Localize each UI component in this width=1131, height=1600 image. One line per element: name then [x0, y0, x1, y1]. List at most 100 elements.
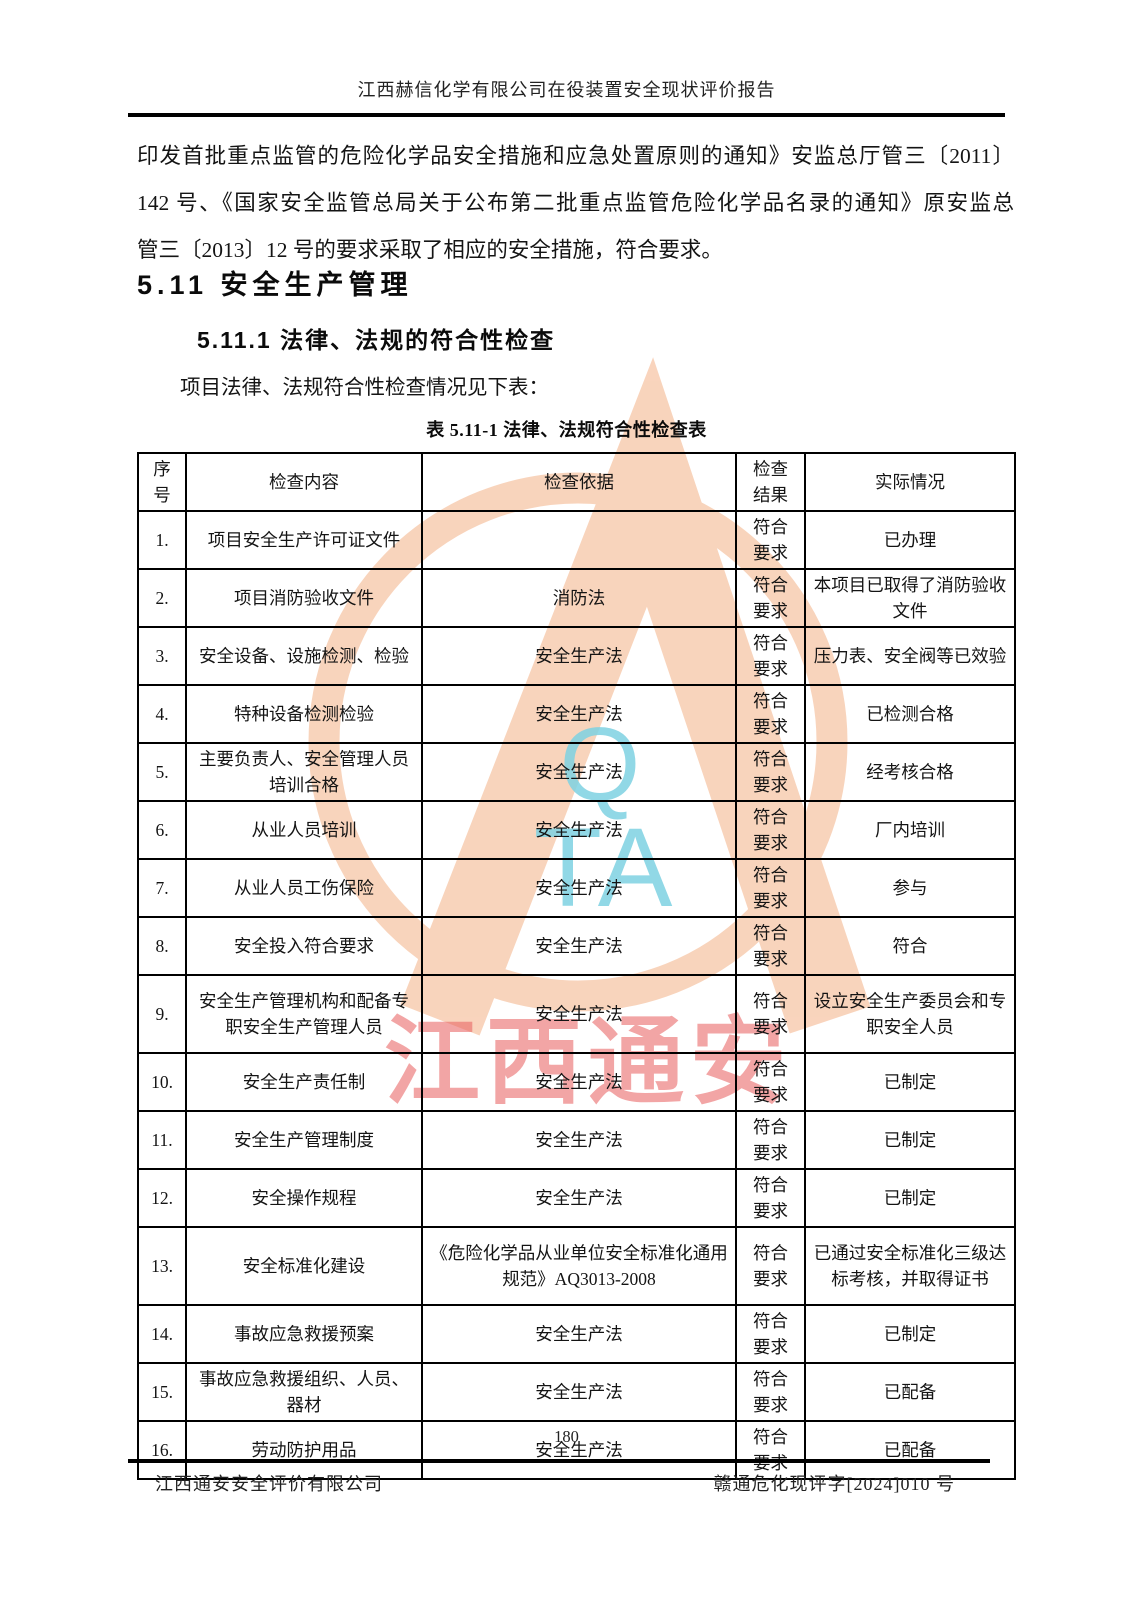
- table-caption: 表 5.11-1 法律、法规符合性检查表: [426, 420, 707, 440]
- row-number-cell: 13.: [137, 1226, 187, 1306]
- footer-rule: [128, 1459, 990, 1463]
- row-number-cell: 5.: [137, 742, 187, 802]
- table-row: 2. 项目消防验收文件 消防法 符合 要求 本项目已取得了消防验收文件: [137, 568, 1016, 628]
- check-content-cell: 安全投入符合要求: [185, 916, 423, 976]
- table-row: 13. 安全标准化建设 《危险化学品从业单位安全标准化通用规范》AQ3013-200…: [137, 1226, 1016, 1306]
- page-number: 180: [554, 1427, 579, 1446]
- compliance-check-table: 序 号检查内容 检查依据 检查 结果 实际情况 1. 项目安全生产许可证文件 符合 要求已…: [137, 452, 1016, 1480]
- actual-situation-cell: 已办理: [804, 510, 1016, 570]
- row-number-cell: 12.: [137, 1168, 187, 1228]
- check-result-cell: 符合 要求: [735, 626, 806, 686]
- check-content-cell: 安全设备、设施检测、检验: [185, 626, 423, 686]
- check-basis-cell: 安全生产法: [421, 1362, 737, 1422]
- check-result-cell: 符合 要求: [735, 1052, 806, 1112]
- check-basis-cell: 安全生产法: [421, 1110, 737, 1170]
- check-result-cell: 符合 要求: [735, 1304, 806, 1364]
- table-row: 12. 安全操作规程 安全生产法 符合 要求 已制定: [137, 1168, 1016, 1228]
- row-number-cell: 6.: [137, 800, 187, 860]
- table-row: 5. 主要负责人、安全管理人员培训合格 安全生产法 符合 要求 经考核合格: [137, 742, 1016, 802]
- row-number-cell: 11.: [137, 1110, 187, 1170]
- row-number-cell: 1.: [137, 510, 187, 570]
- check-basis-cell: 安全生产法: [421, 1420, 737, 1480]
- actual-situation-cell: 经考核合格: [804, 742, 1016, 802]
- check-result-cell: 符合 要求: [735, 510, 806, 570]
- table-row: 10. 安全生产责任制 安全生产法 符合 要求 已制定: [137, 1052, 1016, 1112]
- actual-situation-cell: 设立安全生产委员会和专职安全人员: [804, 974, 1016, 1054]
- column-header: 实际情况: [804, 452, 1016, 512]
- check-result-cell: 符合 要求: [735, 568, 806, 628]
- check-result-cell: 符合 要求: [735, 742, 806, 802]
- check-content-cell: 项目消防验收文件: [185, 568, 423, 628]
- row-number-cell: 16.: [137, 1420, 187, 1480]
- table-row: 11. 安全生产管理制度 安全生产法 符合 要求 已制定: [137, 1110, 1016, 1170]
- row-number-cell: 15.: [137, 1362, 187, 1422]
- row-number-cell: 3.: [137, 626, 187, 686]
- check-content-cell: 项目安全生产许可证文件: [185, 510, 423, 570]
- row-number-cell: 14.: [137, 1304, 187, 1364]
- check-content-cell: 安全生产责任制: [185, 1052, 423, 1112]
- footer-document-number: 赣通危化现评字[2024]010 号: [713, 1474, 955, 1494]
- check-content-cell: 事故应急救援组织、人员、器材: [185, 1362, 423, 1422]
- table-row: 7. 从业人员工伤保险 安全生产法 符合 要求 参与: [137, 858, 1016, 918]
- row-number-cell: 4.: [137, 684, 187, 744]
- check-basis-cell: 安全生产法: [421, 1168, 737, 1228]
- check-content-cell: 安全操作规程: [185, 1168, 423, 1228]
- table-body: 1. 项目安全生产许可证文件 符合 要求 已办理 2. 项目消防验收文件 消防法 符合 要求本…: [137, 510, 1016, 1480]
- table-row: 3. 安全设备、设施检测、检验 安全生产法 符合 要求 压力表、安全阀等已效验: [137, 626, 1016, 686]
- check-basis-cell: 安全生产法: [421, 800, 737, 860]
- table-row: 4. 特种设备检测检验 安全生产法 符合 要求 已检测合格: [137, 684, 1016, 744]
- check-result-cell: 符合 要求: [735, 1110, 806, 1170]
- table-row: 1. 项目安全生产许可证文件 符合 要求 已办理: [137, 510, 1016, 570]
- check-basis-cell: 消防法: [421, 568, 737, 628]
- check-content-cell: 主要负责人、安全管理人员培训合格: [185, 742, 423, 802]
- check-content-cell: 安全生产管理机构和配备专职安全生产管理人员: [185, 974, 423, 1054]
- column-header: 检查 结果: [735, 452, 806, 512]
- check-result-cell: 符合 要求: [735, 858, 806, 918]
- check-content-cell: 从业人员培训: [185, 800, 423, 860]
- table-row: 14. 事故应急救援预案 安全生产法 符合 要求 已制定: [137, 1304, 1016, 1364]
- actual-situation-cell: 已通过安全标准化三级达标考核，并取得证书: [804, 1226, 1016, 1306]
- actual-situation-cell: 参与: [804, 858, 1016, 918]
- section-heading: 5.11 安全生产管理: [137, 270, 413, 300]
- actual-situation-cell: 压力表、安全阀等已效验: [804, 626, 1016, 686]
- table-row: 8. 安全投入符合要求 安全生产法 符合 要求 符合: [137, 916, 1016, 976]
- actual-situation-cell: 已制定: [804, 1110, 1016, 1170]
- actual-situation-cell: 已检测合格: [804, 684, 1016, 744]
- actual-situation-cell: 已制定: [804, 1052, 1016, 1112]
- check-content-cell: 事故应急救援预案: [185, 1304, 423, 1364]
- table-header-row: 序 号检查内容 检查依据 检查 结果 实际情况: [137, 452, 1016, 512]
- row-number-cell: 8.: [137, 916, 187, 976]
- check-result-cell: 符合 要求: [735, 1168, 806, 1228]
- check-basis-cell: 安全生产法: [421, 916, 737, 976]
- table-row: 15. 事故应急救援组织、人员、器材 安全生产法 符合 要求 已配备: [137, 1362, 1016, 1422]
- actual-situation-cell: 符合: [804, 916, 1016, 976]
- paragraph-line: 管三〔2013〕12 号的要求采取了相应的安全措施，符合要求。: [137, 238, 723, 262]
- footer-company-name: 江西通安安全评价有限公司: [155, 1474, 383, 1494]
- check-basis-cell: 安全生产法: [421, 858, 737, 918]
- row-number-cell: 7.: [137, 858, 187, 918]
- check-basis-cell: 安全生产法: [421, 626, 737, 686]
- body-paragraph: 印发首批重点监管的危险化学品安全措施和应急处置原则的通知》安监总厅管三〔2011…: [137, 133, 1014, 274]
- subsection-heading: 5.11.1 法律、法规的符合性检查: [197, 327, 556, 353]
- check-result-cell: 符合 要求: [735, 684, 806, 744]
- check-result-cell: 符合 要求: [735, 974, 806, 1054]
- table-row: 9. 安全生产管理机构和配备专职安全生产管理人员 安全生产法 符合 要求 设立安全生产委…: [137, 974, 1016, 1054]
- check-basis-cell: 安全生产法: [421, 1304, 737, 1364]
- table-row: 16. 劳动防护用品 安全生产法 符合 要求 已配备: [137, 1420, 1016, 1480]
- actual-situation-cell: 已配备: [804, 1420, 1016, 1480]
- check-result-cell: 符合 要求: [735, 1420, 806, 1480]
- lead-text: 项目法律、法规符合性检查情况见下表：: [180, 377, 550, 399]
- paragraph-line: 142 号、《国家安全监管总局关于公布第二批重点监管危险化学品名录的通知》原安监…: [137, 191, 1014, 215]
- actual-situation-cell: 已制定: [804, 1168, 1016, 1228]
- table-row: 6. 从业人员培训 安全生产法 符合 要求 厂内培训: [137, 800, 1016, 860]
- check-result-cell: 符合 要求: [735, 800, 806, 860]
- check-content-cell: 安全标准化建设: [185, 1226, 423, 1306]
- check-basis-cell: 安全生产法: [421, 1052, 737, 1112]
- check-basis-cell: 安全生产法: [421, 742, 737, 802]
- check-basis-cell: 安全生产法: [421, 684, 737, 744]
- column-header: 检查依据: [421, 452, 737, 512]
- check-basis-cell: 安全生产法: [421, 974, 737, 1054]
- check-content-cell: 从业人员工伤保险: [185, 858, 423, 918]
- actual-situation-cell: 厂内培训: [804, 800, 1016, 860]
